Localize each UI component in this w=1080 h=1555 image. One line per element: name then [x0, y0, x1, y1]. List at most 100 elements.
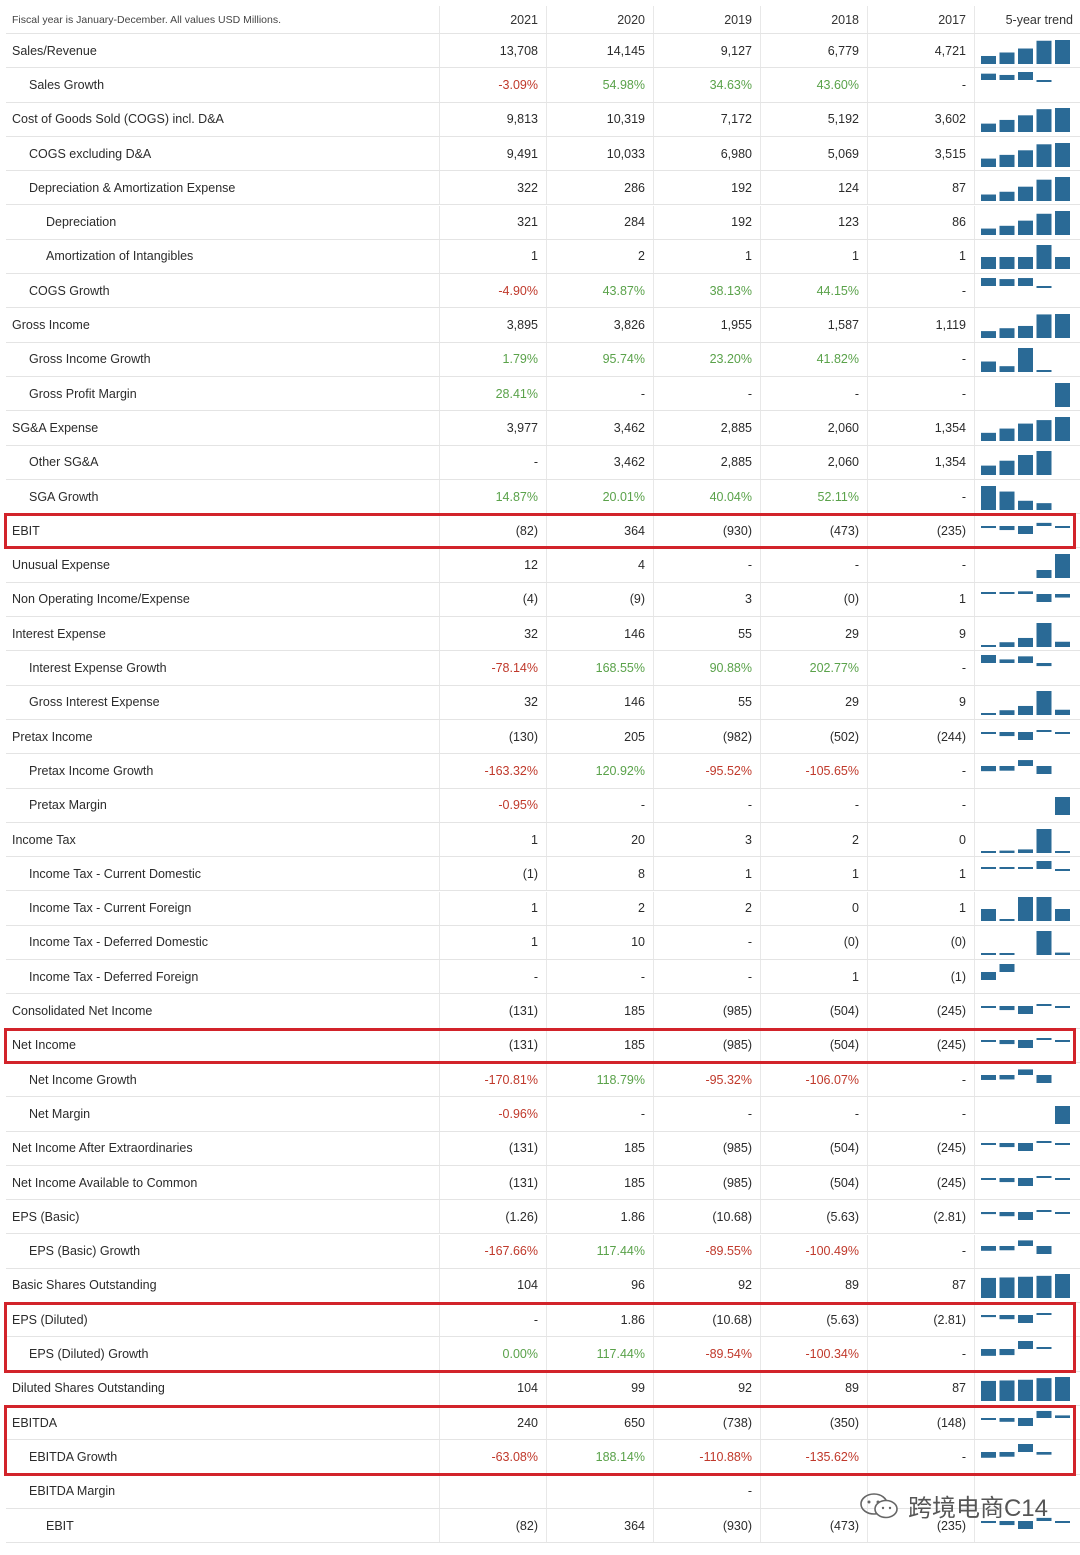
value-cell: (1)	[868, 960, 975, 994]
value-cell: 3,462	[547, 445, 654, 479]
value-cell: (1)	[440, 857, 547, 891]
trend-sparkline	[975, 274, 1079, 307]
trend-bar	[1018, 325, 1033, 339]
value-cell: 40.04%	[654, 479, 761, 514]
trend-bar	[999, 120, 1015, 133]
value-cell: (985)	[654, 1131, 761, 1165]
table-row: COGS excluding D&A 9,491 10,033 6,980 5,069 3…	[6, 136, 1080, 172]
value-cell: 124	[761, 171, 868, 205]
value-cell: 185	[547, 1028, 654, 1062]
trend-bar	[1018, 1177, 1033, 1186]
trend-sparkline	[975, 68, 1079, 101]
value-cell: (5.63)	[761, 1200, 868, 1234]
trend-chart	[981, 1069, 1052, 1083]
trend-bar	[1018, 1211, 1033, 1220]
trend-bar	[999, 731, 1015, 736]
value-cell: 104	[440, 1268, 547, 1303]
value-cell	[868, 1474, 975, 1508]
trend-bar	[1055, 1377, 1070, 1402]
trend-bar	[981, 765, 996, 772]
value-cell: (148)	[868, 1406, 975, 1440]
trend-bar	[1018, 115, 1033, 133]
value-cell: 41.82%	[761, 342, 868, 376]
table-row: Basic Shares Outstanding 104 96 92 89 87	[6, 1268, 1080, 1304]
value-cell: -	[868, 377, 975, 411]
value-cell: (738)	[654, 1406, 761, 1440]
value-cell: 7,172	[654, 102, 761, 136]
value-cell: (2.81)	[868, 1200, 975, 1234]
trend-bar	[999, 1177, 1015, 1182]
value-cell: 364	[547, 514, 654, 548]
trend-bar	[981, 592, 996, 595]
trend-sparkline	[975, 1166, 1079, 1199]
trend-chart	[981, 931, 1070, 956]
trend-sparkline	[975, 1132, 1079, 1165]
fiscal-year-note: Fiscal year is January-December. All val…	[6, 6, 440, 33]
trend-bar	[981, 331, 996, 339]
row-label: Gross Income	[6, 308, 440, 342]
value-cell: -170.81%	[440, 1063, 547, 1097]
value-cell: 192	[654, 205, 761, 239]
table-row: Income Tax - Current Domestic (1) 8 1 1 1	[6, 857, 1080, 892]
trend-bar	[999, 74, 1015, 80]
row-label: EPS (Basic) Growth	[6, 1234, 440, 1268]
value-cell: -	[868, 342, 975, 376]
trend-bar	[999, 1006, 1015, 1011]
trend-bar	[981, 485, 996, 510]
row-label: Gross Income Growth	[6, 342, 440, 376]
value-cell: (82)	[440, 1508, 547, 1543]
trend-bar	[1036, 522, 1052, 526]
row-label: Other SG&A	[6, 445, 440, 479]
trend-chart	[981, 760, 1052, 774]
value-cell: (131)	[440, 1131, 547, 1165]
trend-bar	[1055, 176, 1070, 201]
trend-bar	[981, 432, 996, 441]
value-cell: -167.66%	[440, 1234, 547, 1268]
trend-bar	[1018, 525, 1033, 534]
value-cell: -	[440, 960, 547, 994]
value-cell: (245)	[868, 994, 975, 1028]
trend-bar	[981, 1278, 996, 1299]
value-cell: 4	[547, 548, 654, 582]
value-cell: (245)	[868, 1165, 975, 1200]
table-row: Depreciation & Amortization Expense 322 28…	[6, 171, 1080, 206]
trend-sparkline	[975, 411, 1079, 444]
trend-bar	[981, 1074, 996, 1080]
year-header: 2020	[547, 6, 654, 33]
trend-bar	[1036, 1312, 1052, 1315]
table-row: Cost of Goods Sold (COGS) incl. D&A 9,813…	[6, 102, 1080, 137]
row-label: Pretax Income	[6, 720, 440, 754]
trend-bar	[1055, 1040, 1070, 1043]
trend-sparkline	[975, 1406, 1079, 1439]
trend-sparkline	[975, 240, 1079, 273]
row-label: Net Income	[6, 1028, 440, 1062]
trend-bar	[999, 850, 1015, 853]
value-cell: 117.44%	[547, 1337, 654, 1371]
trend-sparkline	[975, 34, 1079, 67]
value-cell: 5,069	[761, 136, 868, 171]
trend-bar	[1018, 731, 1033, 740]
value-cell: (10.68)	[654, 1200, 761, 1234]
trend-bar	[1055, 850, 1070, 853]
value-cell: -	[868, 1337, 975, 1371]
row-label: Interest Expense	[6, 617, 440, 651]
trend-bar	[1018, 1520, 1033, 1529]
table-row: Income Tax - Current Foreign 1 2 2 0 1	[6, 891, 1080, 926]
trend-bar	[1036, 1517, 1052, 1521]
trend-bar	[981, 953, 996, 956]
trend-bar	[981, 465, 996, 476]
trend-bar	[999, 278, 1015, 286]
row-label: EBITDA Growth	[6, 1440, 440, 1474]
row-label: EBITDA Margin	[6, 1474, 440, 1508]
value-cell: -	[654, 960, 761, 994]
value-cell: -	[547, 1097, 654, 1131]
value-cell: -	[654, 925, 761, 960]
trend-bar	[1018, 348, 1033, 373]
trend-bar	[1036, 622, 1052, 647]
trend-bar	[981, 277, 996, 286]
trend-bar	[981, 866, 996, 869]
trend-chart	[981, 1341, 1052, 1356]
trend-bar	[1055, 641, 1070, 647]
trend-bar	[1018, 1417, 1033, 1426]
value-cell: (235)	[868, 1508, 975, 1543]
